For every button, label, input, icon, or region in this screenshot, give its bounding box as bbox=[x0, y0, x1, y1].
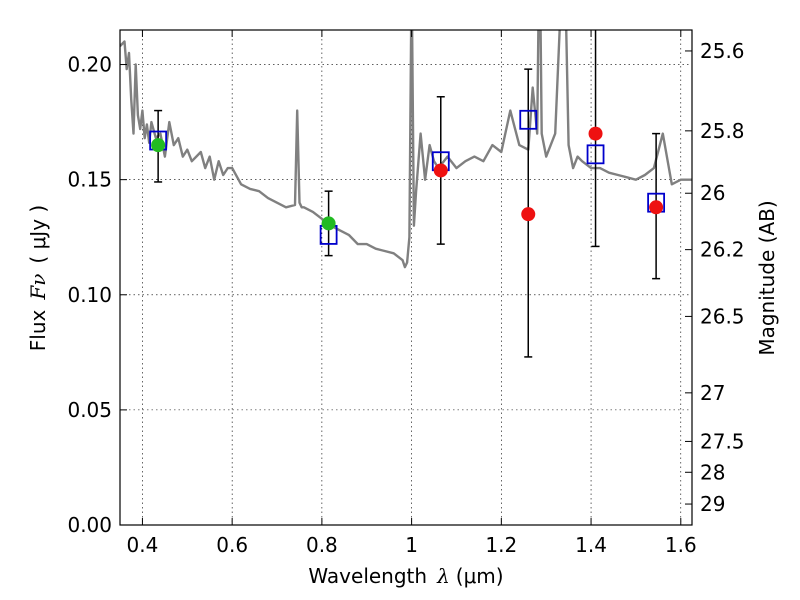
x-tick-label: 1 bbox=[405, 533, 418, 557]
y-tick-label: 0.00 bbox=[67, 513, 112, 537]
y-axis-title-symbol: Fν bbox=[26, 274, 50, 301]
green-point bbox=[151, 138, 166, 153]
plot-frame bbox=[119, 29, 693, 526]
y2-axis-title: Magnitude (AB) bbox=[755, 200, 779, 355]
x-tick-label: 0.6 bbox=[216, 533, 248, 557]
ticks: 0.4 0.6 0.8 1 1.2 1.4 1.6 0.00 0.05 0.10 0.15 0.20 2… bbox=[67, 30, 745, 557]
y2-tick-label: 29 bbox=[700, 492, 725, 516]
model-square bbox=[519, 109, 538, 130]
errorbar-layer bbox=[154, 30, 661, 358]
red-point bbox=[521, 207, 536, 222]
x-axis-title-symbol: λ bbox=[436, 564, 450, 588]
x-axis-title: Wavelength λ (μm) bbox=[308, 564, 503, 588]
y2-tick-label: 26.2 bbox=[700, 238, 745, 262]
y-tick-label: 0.10 bbox=[67, 283, 112, 307]
red-point bbox=[649, 200, 664, 215]
x-tick-label: 0.8 bbox=[306, 533, 338, 557]
y-axis-title-prefix: Flux bbox=[26, 309, 50, 351]
red-point bbox=[588, 126, 603, 141]
points-layer bbox=[151, 126, 664, 231]
x-tick-label: 0.4 bbox=[127, 533, 159, 557]
spectrum-line bbox=[120, 30, 692, 269]
y2-tick-label: 26 bbox=[700, 181, 725, 205]
y2-tick-label: 26.5 bbox=[700, 304, 745, 328]
y-tick-label: 0.20 bbox=[67, 53, 112, 77]
y2-tick-label: 27 bbox=[700, 381, 725, 405]
y2-tick-label: 25.6 bbox=[700, 39, 745, 63]
green-point bbox=[321, 216, 336, 231]
spectrum-layer bbox=[120, 30, 692, 269]
x-tick-label: 1.6 bbox=[665, 533, 697, 557]
y-axis-title: Flux Fν ( μJy ) bbox=[26, 205, 50, 351]
y-tick-label: 0.05 bbox=[67, 398, 112, 422]
x-tick-label: 1.2 bbox=[485, 533, 517, 557]
y2-tick-label: 27.5 bbox=[700, 429, 745, 453]
red-point bbox=[433, 163, 448, 178]
model-square bbox=[586, 144, 605, 165]
y2-tick-label: 25.8 bbox=[700, 119, 745, 143]
model-layer bbox=[149, 109, 666, 245]
x-axis-title-unit: (μm) bbox=[456, 564, 504, 588]
y2-tick-label: 28 bbox=[700, 460, 725, 484]
x-axis-title-prefix: Wavelength bbox=[308, 564, 427, 588]
y-axis-title-unit: ( μJy ) bbox=[26, 205, 50, 264]
grid bbox=[120, 30, 692, 526]
y-tick-label: 0.15 bbox=[67, 168, 112, 192]
x-tick-label: 1.4 bbox=[575, 533, 607, 557]
